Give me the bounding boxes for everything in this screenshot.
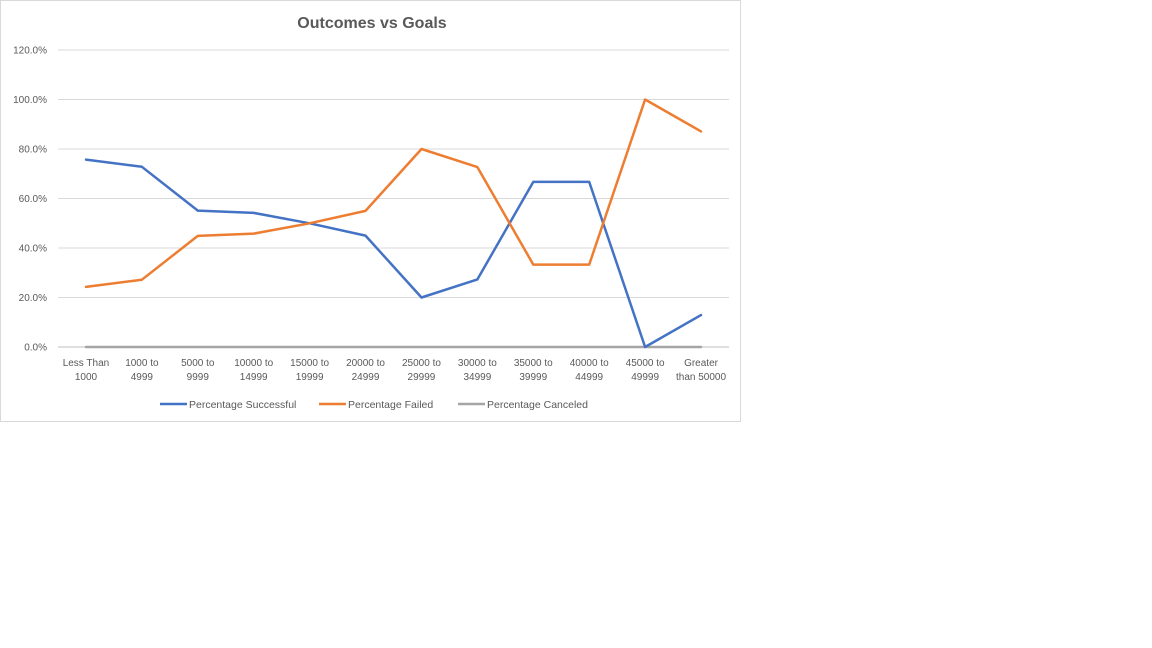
chart-title: Outcomes vs Goals [297, 15, 446, 32]
y-tick-label: 20.0% [19, 293, 47, 304]
legend-label: Percentage Successful [189, 399, 296, 411]
x-tick-label: 20000 to 24999 [346, 358, 385, 383]
series-line-percentage-successful [84, 158, 703, 349]
series-lines [84, 98, 703, 349]
y-tick-label: 60.0% [19, 194, 47, 205]
y-tick-label: 100.0% [13, 95, 47, 106]
x-tick-label: 15000 to 19999 [290, 358, 329, 383]
x-tick-label: 5000 to 9999 [181, 358, 215, 383]
x-tick-label: 1000 to 4999 [125, 358, 159, 383]
y-tick-label: 120.0% [13, 46, 47, 57]
line-chart: Outcomes vs Goals 0.0% 20.0% 40.0% 60.0% 80.… [13, 15, 729, 411]
x-tick-label: 30000 to 34999 [458, 358, 497, 383]
series-line-percentage-failed [84, 98, 703, 289]
x-tick-label: 25000 to 29999 [402, 358, 441, 383]
x-tick-label: 35000 to 39999 [514, 358, 553, 383]
x-tick-label: 40000 to 44999 [570, 358, 609, 383]
x-tick-label: 45000 to 49999 [626, 358, 665, 383]
y-axis-ticks: 0.0% 20.0% 40.0% 60.0% 80.0% 100.0% 120.0% [13, 46, 47, 354]
x-tick-label: 10000 to 14999 [234, 358, 273, 383]
y-tick-label: 40.0% [19, 244, 47, 255]
legend-label: Percentage Canceled [487, 399, 588, 411]
legend: Percentage Successful Percentage Failed Pe… [160, 399, 588, 411]
x-axis-ticks: Less Than 1000 1000 to 4999 5000 to 9999 10000… [63, 358, 727, 383]
gridlines [58, 49, 729, 348]
chart-area: Outcomes vs Goals 0.0% 20.0% 40.0% 60.0% 80.… [0, 0, 741, 422]
legend-label: Percentage Failed [348, 399, 433, 411]
y-tick-label: 0.0% [24, 343, 47, 354]
y-tick-label: 80.0% [19, 145, 47, 156]
x-tick-label: Greater than 50000 [676, 358, 726, 383]
x-tick-label: Less Than 1000 [63, 358, 110, 383]
